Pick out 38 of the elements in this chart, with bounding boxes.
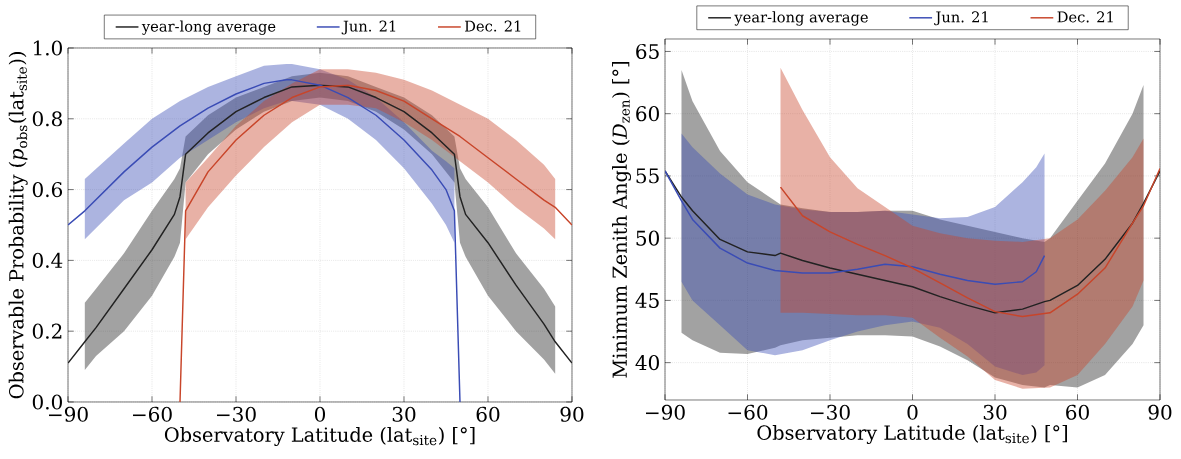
y-tick-label: 0.8 [32, 111, 62, 127]
x-tick-label: −60 [728, 404, 768, 420]
x-tick-label: 30 [392, 406, 416, 422]
y-tick-label: 45 [635, 292, 659, 308]
y-axis-title: Observable Probability (p$_{obs}$(lat$_{site}$)) [8, 52, 28, 399]
x-axis-title: Observatory Latitude (lat$_{site}$) [°] [164, 426, 475, 446]
y-axis-title: Minimum Zenith Angle (D$_{zen}$) [°] [612, 62, 632, 378]
line-series [68, 79, 461, 402]
legend-label: Dec. 21 [1057, 11, 1113, 23]
y-tick-label: 40 [635, 355, 659, 371]
x-tick-label: −90 [646, 404, 685, 420]
y-tick-label: 50 [636, 230, 659, 246]
legend-label: Jun. 21 [934, 11, 988, 26]
legend-label: Jun. 21 [341, 20, 396, 35]
x-tick-label: 60 [476, 406, 500, 422]
line-series [179, 84, 572, 402]
line-series [665, 170, 1046, 285]
line-series [779, 167, 1161, 318]
y-tick-label: 65 [636, 43, 659, 60]
x-tick-label: 60 [1066, 404, 1089, 420]
y-tick-label: 0.2 [32, 323, 62, 339]
legend-label: Dec. 21 [464, 20, 521, 32]
x-tick-label: 90 [1148, 404, 1172, 420]
y-tick-label: 0.6 [32, 182, 63, 198]
x-tick-label: 90 [560, 406, 584, 422]
legend-label: year-long average [141, 20, 276, 35]
x-tick-label: 0 [314, 406, 326, 422]
y-tick-label: 55 [636, 168, 659, 184]
x-axis-title: Observatory Latitude (lat$_{site}$) [°] [757, 424, 1067, 444]
x-tick-label: 0 [907, 404, 918, 420]
legend-label: year-long average [734, 11, 868, 26]
y-tick-label: 0.4 [32, 252, 63, 268]
x-tick-label: −60 [133, 406, 172, 422]
x-tick-label: 30 [983, 404, 1007, 420]
x-tick-label: −30 [217, 406, 256, 422]
y-tick-label: 1.0 [33, 40, 62, 56]
x-tick-label: −30 [811, 404, 850, 420]
y-tick-label: 60 [636, 106, 659, 122]
